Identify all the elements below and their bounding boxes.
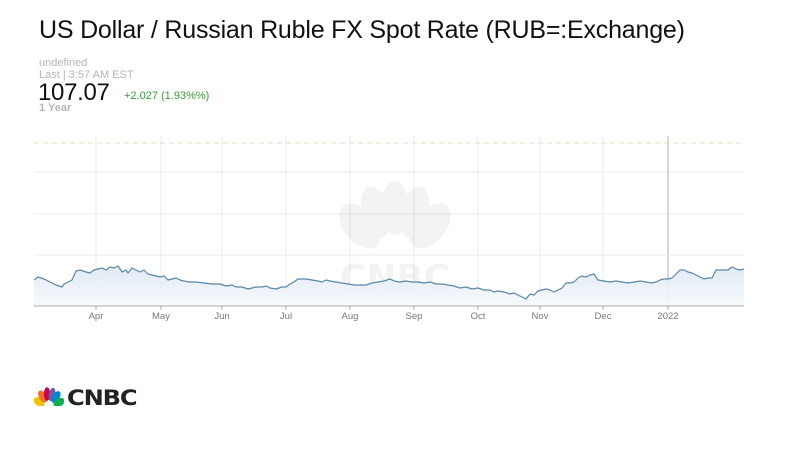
- peacock-icon: [34, 387, 64, 409]
- price-change: +2.027 (1.93%%): [124, 90, 210, 102]
- price-area-fill: [34, 266, 744, 306]
- period-label: 1 Year: [39, 102, 72, 114]
- x-tick-label: Jun: [214, 311, 229, 322]
- exchange-label: undefined: [39, 57, 88, 69]
- price-line: [33, 265, 745, 300]
- x-axis-ticks: Apr May Jun Jul Aug Sep Oct Nov Dec 2022: [89, 306, 679, 322]
- x-tick-label: 2022: [657, 311, 678, 322]
- x-tick-label: May: [152, 311, 170, 322]
- x-tick-label: Oct: [471, 311, 486, 322]
- page-title: US Dollar / Russian Ruble FX Spot Rate (…: [39, 16, 685, 44]
- x-tick-label: Sep: [406, 311, 423, 322]
- x-tick-label: Dec: [595, 311, 612, 322]
- x-tick-label: Nov: [532, 311, 549, 322]
- x-tick-label: Apr: [89, 311, 104, 322]
- cnbc-wordmark: CNBC: [67, 386, 138, 410]
- last-updated-label: Last | 3:57 AM EST: [39, 69, 134, 81]
- last-price: 107.07: [38, 79, 110, 106]
- x-tick-label: Jul: [280, 311, 292, 322]
- x-tick-label: Aug: [342, 311, 359, 322]
- cnbc-logo: CNBC: [34, 386, 138, 410]
- horizontal-gridlines: [34, 142, 744, 256]
